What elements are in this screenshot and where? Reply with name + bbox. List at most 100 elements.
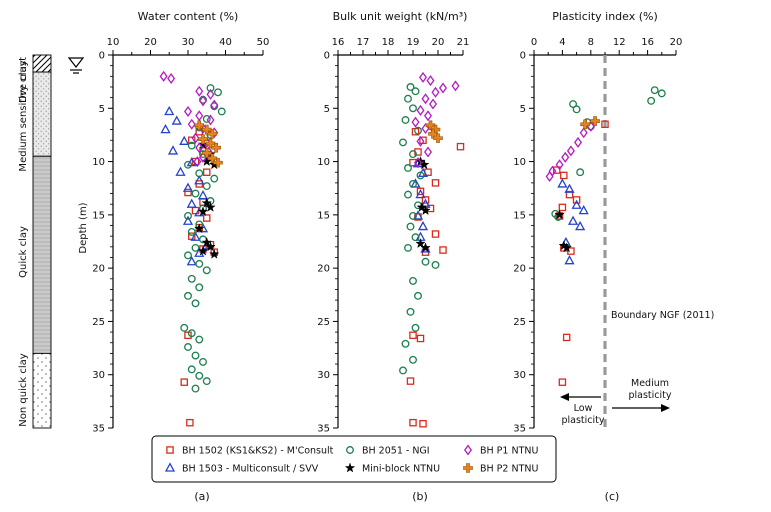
x-tick-label: 20 (432, 37, 445, 48)
diamond-marker-icon (423, 110, 433, 122)
x-tick-label: 19 (407, 37, 420, 48)
square-marker-icon (562, 333, 571, 342)
panel-axes: 16 17 18 19 20 21 0 5 10 15 20 25 30 35 (317, 37, 469, 435)
triangle-marker-icon (171, 115, 182, 125)
square-marker-icon (572, 196, 581, 204)
circle-marker-icon (401, 116, 410, 124)
square-marker-icon (203, 168, 211, 176)
triangle-marker-icon (415, 188, 426, 199)
square-marker-icon (166, 446, 174, 454)
x-tick-label: 21 (457, 37, 470, 48)
circle-marker-icon (191, 243, 200, 252)
x-tick-label: 17 (357, 37, 370, 48)
y-tick-label: 10 (317, 157, 330, 168)
square-marker-icon (184, 188, 192, 197)
diamond-marker-icon (463, 444, 473, 456)
square-marker-icon (456, 142, 465, 151)
y-tick-label: 20 (317, 264, 330, 275)
plus-marker-icon (198, 134, 208, 144)
series-bh-1502-ks1-ks2-m-consult (552, 120, 609, 386)
circle-marker-icon (191, 384, 200, 393)
circle-marker-icon (416, 171, 425, 180)
star-marker-icon (197, 245, 209, 256)
legend-markers (164, 444, 473, 473)
y-tick-label: 25 (513, 317, 526, 328)
diamond-marker-icon (191, 132, 200, 144)
circle-marker-icon (202, 377, 211, 386)
circle-marker-icon (195, 169, 204, 178)
square-marker-icon (416, 334, 425, 343)
series-bh-1502-ks1-ks2-m-consult (406, 127, 465, 428)
y-tick-label: 0 (520, 51, 526, 62)
star-marker-icon (193, 223, 205, 234)
x-tick-label: 16 (641, 37, 654, 48)
circle-marker-icon (657, 89, 666, 98)
square-marker-icon (558, 378, 567, 386)
triangle-marker-icon (417, 220, 429, 231)
circle-marker-icon (399, 366, 407, 375)
legend-label-bh1502: BH 1502 (KS1&KS2) - M'Consult (182, 446, 334, 457)
y-tick-label: 25 (317, 317, 330, 328)
panel-a-letter: (a) (194, 490, 209, 503)
triangle-marker-icon (197, 190, 209, 200)
diamond-marker-icon (579, 127, 588, 139)
series-bh-p2-ntnu (425, 120, 443, 143)
circle-marker-icon (184, 211, 192, 220)
diamond-marker-icon (421, 93, 430, 105)
water-table-icon (67, 57, 85, 74)
y-tick-label: 35 (317, 424, 330, 435)
x-tick-label: 4 (559, 37, 565, 48)
square-marker-icon (421, 196, 430, 204)
triangle-marker-icon (186, 256, 197, 266)
y-tick-label: 5 (520, 104, 526, 115)
circle-marker-icon (406, 222, 415, 231)
y-tick-label: 10 (92, 157, 105, 168)
y-tick-label: 35 (513, 424, 526, 435)
triangle-marker-icon (571, 199, 582, 209)
soil-label-non-quick-clay: Non quick clay (18, 353, 29, 426)
triangle-marker-icon (182, 215, 194, 225)
diamond-marker-icon (555, 159, 564, 171)
triangle-marker-icon (186, 198, 197, 208)
y-tick-label: 0 (324, 51, 330, 62)
diamond-marker-icon (416, 135, 425, 147)
star-marker-icon (201, 236, 213, 248)
diamond-marker-icon (159, 70, 168, 82)
panel-axes: 0 4 8 12 16 20 0 5 10 15 20 25 30 35 (513, 37, 682, 435)
diamond-marker-icon (183, 105, 193, 117)
star-marker-icon (201, 197, 213, 208)
soil-label-medium-sensitive-clay: Medium sensitive clay (18, 60, 29, 171)
points-layer (159, 70, 666, 428)
square-marker-icon (409, 331, 417, 340)
series-mini-block-ntnu (554, 209, 572, 253)
square-marker-icon (188, 136, 196, 145)
diamond-marker-icon (428, 98, 438, 110)
diamond-marker-icon (413, 157, 423, 169)
circle-marker-icon (202, 182, 211, 191)
square-marker-icon (439, 246, 447, 254)
square-marker-icon (406, 377, 415, 385)
star-marker-icon (205, 241, 216, 252)
triangle-marker-icon (564, 255, 575, 265)
x-tick-label: 40 (219, 37, 232, 48)
y-tick-label: 15 (513, 210, 526, 221)
y-tick-label: 35 (92, 424, 105, 435)
triangle-marker-icon (160, 123, 171, 134)
diamond-marker-icon (423, 146, 433, 158)
diamond-marker-icon (574, 136, 583, 148)
square-marker-icon (186, 418, 194, 427)
panel-points (159, 70, 226, 427)
plus-marker-icon (463, 463, 473, 473)
circle-marker-icon (431, 260, 440, 269)
diamond-marker-icon (206, 114, 215, 126)
square-marker-icon (416, 187, 425, 196)
circle-marker-icon (180, 323, 189, 332)
panel-points (399, 71, 465, 428)
boundary-label: Boundary NGF (2011) (611, 310, 714, 321)
square-marker-icon (565, 190, 574, 199)
square-marker-icon (560, 171, 568, 180)
star-marker-icon (561, 242, 572, 253)
soil-section (32, 71, 52, 157)
circle-marker-icon (210, 174, 219, 183)
diamond-marker-icon (548, 165, 557, 177)
